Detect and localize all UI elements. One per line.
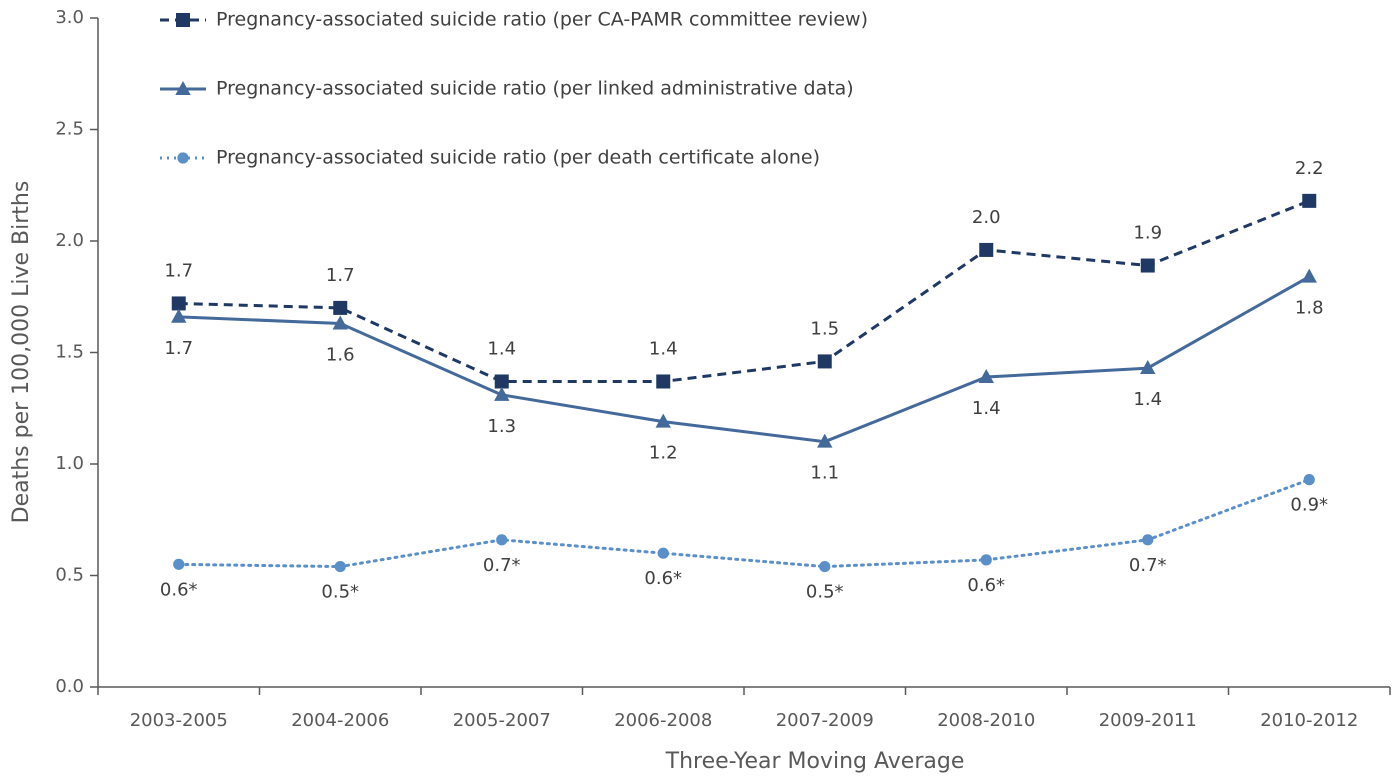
data-point	[819, 560, 831, 573]
data-point	[494, 386, 510, 401]
data-point	[173, 558, 185, 570]
data-point	[979, 242, 994, 257]
data-label: 1.5	[810, 318, 839, 339]
data-point	[655, 413, 671, 428]
x-tick-label: 2007-2009	[776, 710, 874, 731]
data-point	[1140, 258, 1155, 273]
data-point	[657, 547, 669, 559]
data-point	[980, 554, 992, 566]
data-point	[1301, 268, 1317, 283]
series-line	[177, 478, 1311, 569]
legend-marker	[177, 152, 189, 164]
data-label: 0.6*	[644, 568, 682, 589]
legend-marker	[176, 13, 190, 27]
series-line	[178, 199, 1310, 383]
data-point	[171, 296, 186, 311]
data-label: 0.5*	[806, 582, 844, 603]
data-point	[496, 534, 508, 546]
data-label: 1.4	[487, 338, 516, 359]
data-label: 1.4	[972, 398, 1001, 419]
data-point	[494, 374, 509, 389]
y-tick-label: 1.5	[55, 342, 84, 363]
data-label: 0.5*	[321, 582, 359, 603]
data-point	[817, 433, 833, 448]
data-point	[1142, 534, 1154, 546]
data-point	[1302, 193, 1317, 208]
series-line	[178, 275, 1310, 444]
data-point	[171, 308, 187, 323]
data-label: 2.0	[972, 207, 1001, 228]
data-label: 0.7*	[483, 555, 521, 576]
y-tick-label: 3.0	[55, 7, 84, 28]
x-axis-title: Three-Year Moving Average	[665, 749, 965, 774]
y-tick-label: 0.5	[55, 565, 84, 586]
data-label: 1.7	[164, 260, 193, 281]
y-tick-label: 0.0	[55, 676, 84, 697]
data-point	[817, 354, 832, 369]
data-label: 0.9*	[1290, 495, 1328, 516]
data-label: 1.4	[649, 338, 678, 359]
data-label: 2.2	[1295, 158, 1324, 179]
data-point	[333, 300, 348, 315]
data-label: 0.7*	[1129, 555, 1167, 576]
data-point	[978, 368, 994, 383]
x-tick-label: 2008-2010	[937, 710, 1035, 731]
data-label: 1.4	[1133, 389, 1162, 410]
data-label: 1.7	[164, 338, 193, 359]
data-point	[1303, 474, 1315, 486]
x-tick-label: 2005-2007	[453, 710, 551, 731]
data-label: 1.6	[326, 345, 355, 366]
y-tick-label: 1.0	[55, 453, 84, 474]
data-label: 1.7	[326, 265, 355, 286]
data-label: 1.2	[649, 443, 678, 464]
data-label: 1.1	[810, 463, 839, 484]
data-point	[656, 374, 671, 389]
y-tick-label: 2.0	[55, 230, 84, 251]
data-label: 0.6*	[160, 579, 198, 600]
x-tick-label: 2003-2005	[130, 710, 228, 731]
data-point	[334, 560, 346, 573]
legend-label: Pregnancy-associated suicide ratio (per …	[216, 147, 820, 169]
y-tick-label: 2.5	[55, 119, 84, 140]
data-point	[332, 315, 348, 330]
data-label: 1.3	[487, 416, 516, 437]
x-tick-label: 2006-2008	[614, 710, 712, 731]
data-label: 0.6*	[967, 575, 1005, 596]
y-axis-title: Deaths per 100,000 Live Births	[9, 181, 34, 524]
x-tick-label: 2004-2006	[291, 710, 389, 731]
data-label: 1.9	[1133, 223, 1162, 244]
x-tick-label: 2009-2011	[1099, 710, 1197, 731]
legend-marker	[175, 80, 191, 95]
data-point	[1140, 360, 1156, 375]
legend-label: Pregnancy-associated suicide ratio (per …	[216, 9, 868, 31]
x-tick-label: 2010-2012	[1260, 710, 1358, 731]
legend-label: Pregnancy-associated suicide ratio (per …	[216, 78, 854, 100]
data-label: 1.8	[1295, 298, 1324, 319]
